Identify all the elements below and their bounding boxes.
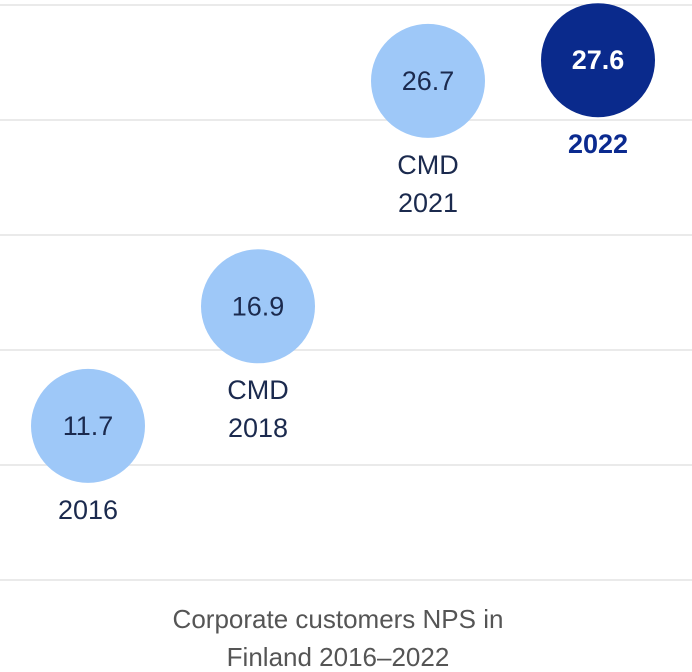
category-label: CMD 2021 — [397, 149, 459, 218]
value-label: 27.6 — [572, 45, 625, 75]
chart-title: Corporate customers NPS in Finland 2016–… — [172, 604, 504, 672]
category-label: 2022 — [567, 129, 629, 160]
category-label: CMD 2018 — [227, 375, 289, 444]
value-label: 11.7 — [63, 411, 114, 441]
dot — [31, 368, 145, 483]
value-label: 26.7 — [402, 66, 455, 96]
dot — [541, 3, 655, 118]
category-label: 2016 — [57, 494, 119, 525]
value-label: 16.9 — [232, 291, 285, 321]
dot — [371, 23, 485, 138]
dot — [201, 249, 315, 364]
